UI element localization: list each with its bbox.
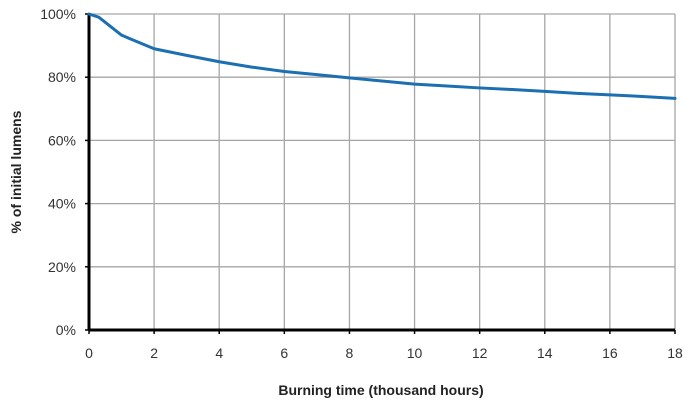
y-tick-label: 0% [56,322,76,338]
x-tick-label: 18 [667,345,683,361]
x-tick-label: 14 [537,345,553,361]
x-tick-label: 6 [280,345,288,361]
y-tick-label: 40% [48,196,76,212]
y-tick-label: 100% [40,6,76,22]
y-axis-title: % of initial lumens [8,110,24,233]
axes [85,14,675,334]
y-tick-label: 80% [48,69,76,85]
x-tick-label: 10 [407,345,423,361]
grid [89,14,675,330]
y-tick-label: 60% [48,132,76,148]
x-tick-label: 12 [472,345,488,361]
tick-labels: 0 2 4 6 8 10 12 14 16 18 0% 20% 40% 60% 80% 100% [40,6,683,361]
x-tick-label: 2 [150,345,158,361]
x-tick-label: 16 [602,345,618,361]
x-tick-label: 0 [85,345,93,361]
y-tick-label: 20% [48,259,76,275]
x-tick-label: 8 [346,345,354,361]
lumen-series-line [89,14,675,98]
x-axis-title: Burning time (thousand hours) [278,382,483,398]
x-tick-label: 4 [215,345,223,361]
series [89,14,675,98]
